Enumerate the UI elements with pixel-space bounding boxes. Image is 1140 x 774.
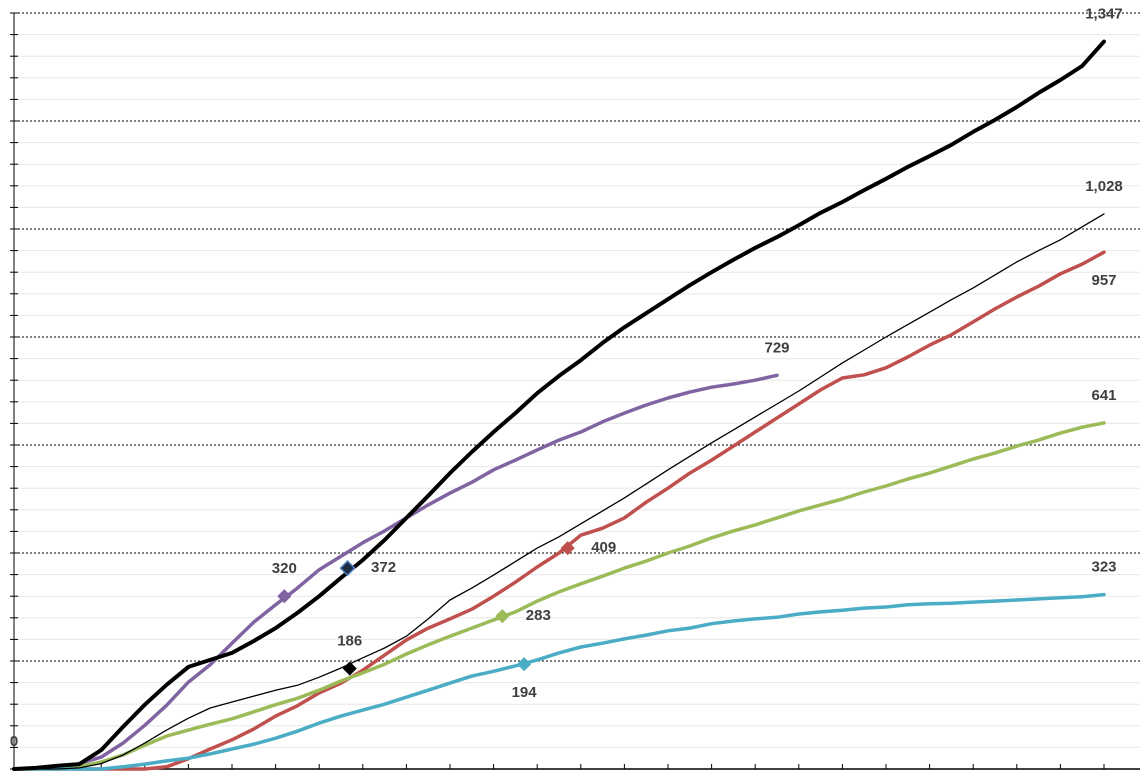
series-line [12, 592, 1106, 771]
series-line [12, 373, 779, 771]
data-label: 320 [272, 560, 297, 577]
series-line [12, 39, 1106, 771]
diamond-marker [517, 657, 532, 672]
diamond-marker [495, 609, 510, 624]
data-label: 1,028 [1085, 178, 1123, 195]
data-label: 372 [371, 559, 396, 576]
data-label: 641 [1091, 387, 1116, 404]
data-label: 186 [337, 633, 362, 650]
data-label: 0 [10, 733, 18, 750]
data-label: 729 [764, 339, 789, 356]
data-label: 194 [512, 684, 538, 701]
diamond-marker [560, 541, 575, 556]
data-label: 409 [591, 539, 616, 556]
data-label: 957 [1091, 272, 1116, 289]
diamond-marker [277, 589, 292, 604]
diamond-marker [339, 559, 356, 577]
data-label: 283 [526, 607, 551, 624]
data-label: 323 [1091, 559, 1116, 576]
series-line [12, 421, 1106, 771]
data-label: 1,347 [1085, 6, 1123, 23]
diamond-marker [342, 661, 357, 676]
series-line [13, 213, 1105, 770]
